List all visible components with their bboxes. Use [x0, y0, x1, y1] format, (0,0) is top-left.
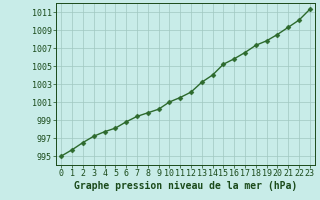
- X-axis label: Graphe pression niveau de la mer (hPa): Graphe pression niveau de la mer (hPa): [74, 181, 297, 191]
